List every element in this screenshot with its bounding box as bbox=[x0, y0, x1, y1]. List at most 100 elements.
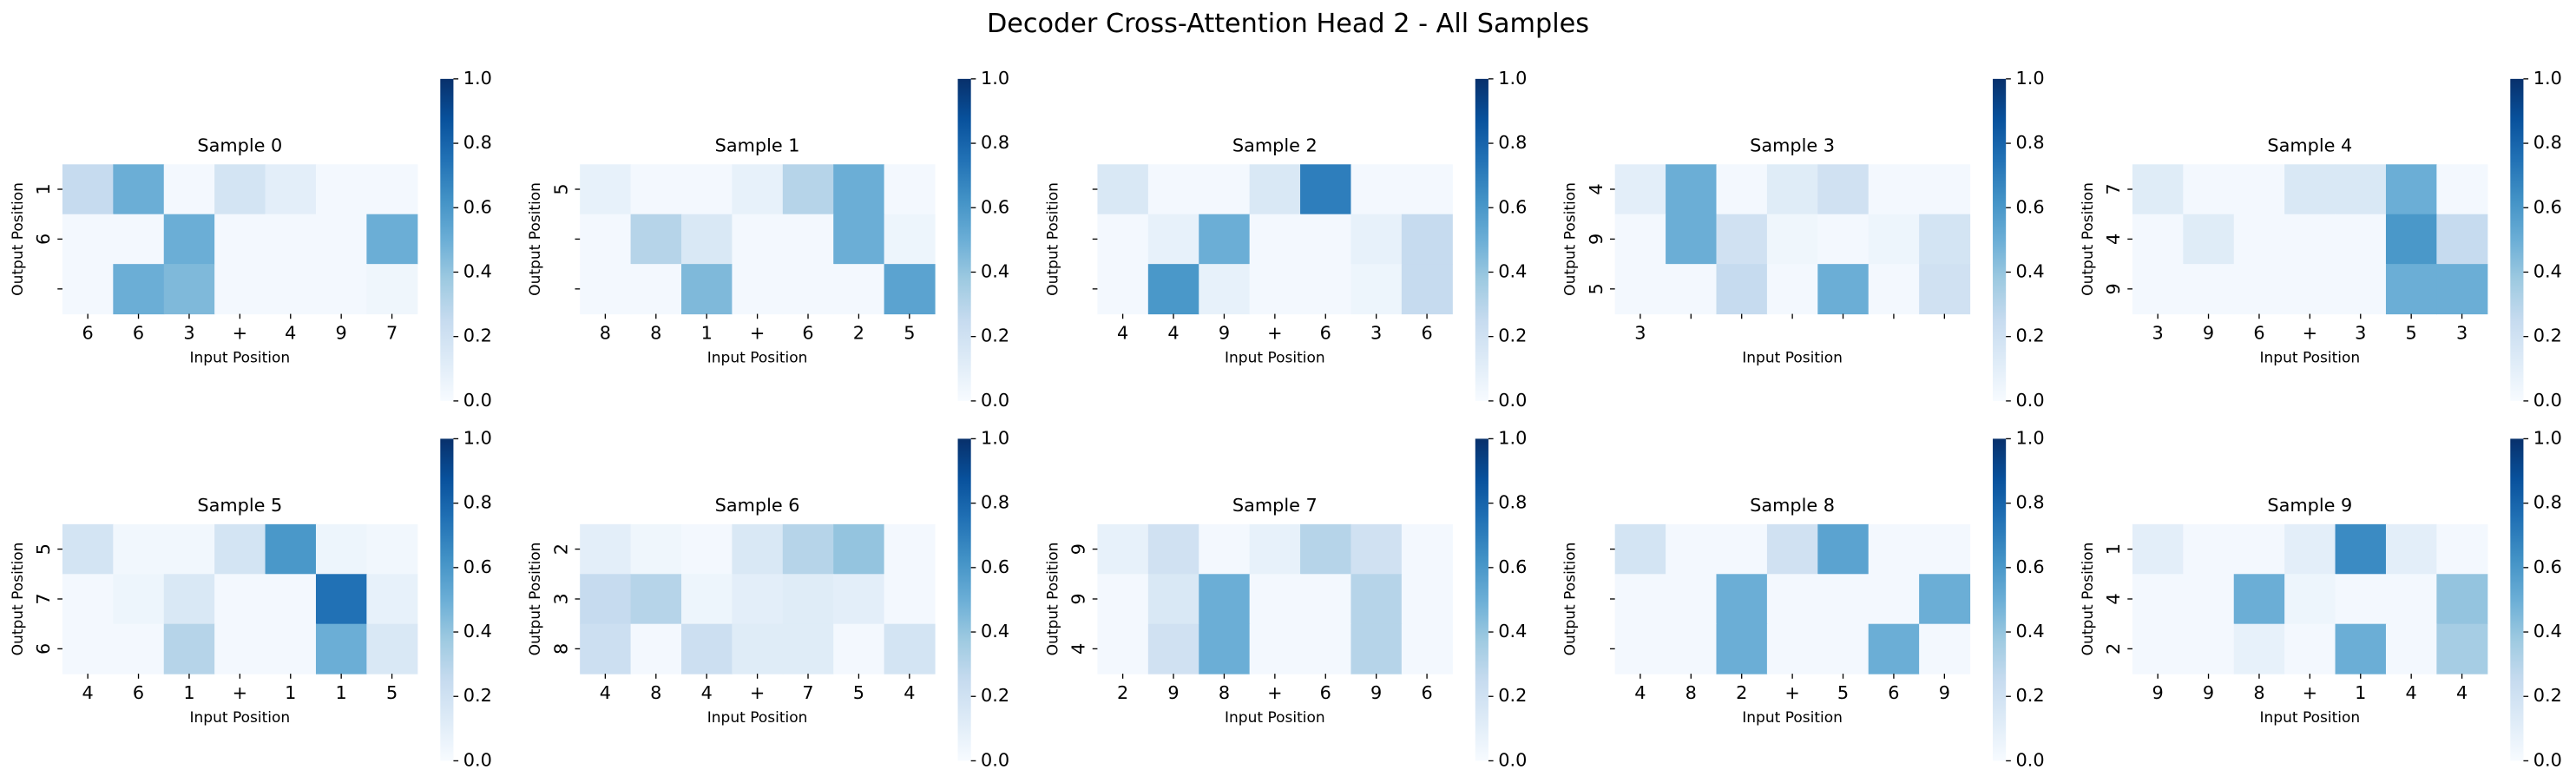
heatmap-cell bbox=[1401, 264, 1453, 315]
heatmap-cell bbox=[782, 523, 834, 575]
heatmap-cell bbox=[1401, 523, 1453, 575]
heatmap-cell bbox=[680, 623, 733, 674]
subplot-title: Sample 2 bbox=[1232, 135, 1318, 155]
heatmap-cell bbox=[265, 214, 317, 265]
heatmap-cell bbox=[580, 164, 632, 215]
x-axis-label: Input Position bbox=[2259, 709, 2360, 727]
heatmap-cell bbox=[884, 623, 936, 674]
y-tick-label: 5 bbox=[1586, 283, 1607, 294]
colorbar-tick-label: 0.6 bbox=[2016, 556, 2045, 577]
colorbar-tick-label: 0.2 bbox=[981, 685, 1009, 706]
colorbar-tick-label: 0.2 bbox=[1498, 326, 1527, 346]
heatmap-cell bbox=[2335, 164, 2387, 215]
colorbar-tick-label: 0.2 bbox=[2533, 685, 2562, 706]
heatmap-cell bbox=[2436, 264, 2488, 315]
heatmap-cell bbox=[214, 574, 266, 625]
x-tick-label: + bbox=[233, 322, 247, 343]
x-tick-label: 1 bbox=[2355, 682, 2366, 703]
x-tick-label: 2 bbox=[1736, 682, 1747, 703]
heatmap-cell bbox=[2436, 574, 2488, 625]
x-tick-label: 3 bbox=[1370, 322, 1382, 343]
heatmap-cell bbox=[2233, 523, 2285, 575]
x-tick-label: 8 bbox=[600, 322, 611, 343]
heatmap-cell bbox=[1097, 623, 1149, 674]
heatmap-cell bbox=[1147, 574, 1199, 625]
heatmap-cell bbox=[1766, 214, 1818, 265]
x-tick-label: 3 bbox=[2456, 322, 2468, 343]
subplot-title: Sample 0 bbox=[197, 135, 282, 155]
heatmap-cell bbox=[366, 164, 418, 215]
heatmap-cell bbox=[1097, 214, 1149, 265]
y-tick-label: 9 bbox=[2103, 283, 2124, 294]
heatmap-cell bbox=[2385, 523, 2437, 575]
x-tick-label: 2 bbox=[1117, 682, 1128, 703]
colorbar-tick-label: 0.6 bbox=[981, 196, 1009, 217]
heatmap-cell bbox=[2132, 574, 2184, 625]
heatmap-cell bbox=[1817, 574, 1870, 625]
heatmap-cell bbox=[163, 164, 215, 215]
colorbar-tick-label: 0.2 bbox=[981, 326, 1009, 346]
heatmap-cell bbox=[2132, 164, 2184, 215]
x-tick-label: 4 bbox=[2456, 682, 2468, 703]
x-tick-label: 1 bbox=[336, 682, 347, 703]
y-tick-label: 9 bbox=[1068, 543, 1089, 555]
y-tick-label: 8 bbox=[550, 643, 571, 655]
y-tick-label: 4 bbox=[2103, 234, 2124, 245]
heatmap-cell bbox=[1614, 214, 1666, 265]
heatmap-cell bbox=[1401, 574, 1453, 625]
heatmap-cell bbox=[1817, 264, 1870, 315]
y-tick-label: 6 bbox=[33, 643, 54, 655]
heatmap-cell bbox=[1716, 623, 1768, 674]
heatmap-cell bbox=[2183, 164, 2235, 215]
heatmap-cell bbox=[366, 523, 418, 575]
y-tick-label: 7 bbox=[2103, 183, 2124, 194]
heatmap-cell bbox=[62, 264, 114, 315]
heatmap-cell bbox=[1401, 214, 1453, 265]
heatmap-cell bbox=[580, 574, 632, 625]
colorbar-tick-label: 0.4 bbox=[1498, 621, 1527, 642]
colorbar-tick-label: 1.0 bbox=[1498, 68, 1527, 89]
heatmap-cell bbox=[1199, 214, 1251, 265]
heatmap-cell bbox=[884, 214, 936, 265]
x-tick-label: + bbox=[2303, 322, 2317, 343]
y-tick-label: 4 bbox=[1586, 183, 1607, 194]
colorbar bbox=[957, 78, 971, 401]
x-tick-label: 3 bbox=[1634, 322, 1646, 343]
colorbar-tick-label: 1.0 bbox=[1498, 427, 1527, 448]
heatmap-cell bbox=[366, 214, 418, 265]
x-tick-label: + bbox=[750, 682, 765, 703]
heatmap-cell bbox=[680, 264, 733, 315]
heatmap-cell bbox=[1919, 264, 1971, 315]
x-tick-label: 6 bbox=[1888, 682, 1899, 703]
heatmap-cell bbox=[732, 574, 784, 625]
heatmap-cell bbox=[1919, 623, 1971, 674]
subplot-title: Sample 3 bbox=[1750, 135, 1835, 155]
heatmap-cell bbox=[2385, 623, 2437, 674]
colorbar-tick-label: 0.8 bbox=[2533, 492, 2562, 513]
subplot-title: Sample 4 bbox=[2267, 135, 2352, 155]
heatmap-cell bbox=[2436, 164, 2488, 215]
heatmap-cell bbox=[62, 214, 114, 265]
y-axis-label: Output Position bbox=[1562, 182, 1580, 296]
heatmap-cell bbox=[1817, 523, 1870, 575]
heatmap-cell bbox=[833, 264, 885, 315]
y-tick-label: 4 bbox=[1068, 643, 1089, 655]
heatmap-cell bbox=[2284, 523, 2336, 575]
x-tick-label: 6 bbox=[1320, 322, 1331, 343]
heatmap-cell bbox=[62, 574, 114, 625]
colorbar-tick-label: 0.8 bbox=[2016, 492, 2045, 513]
heatmap-cell bbox=[1666, 164, 1718, 215]
heatmap-cell bbox=[1249, 264, 1301, 315]
x-tick-label: 4 bbox=[1634, 682, 1646, 703]
x-tick-label: 8 bbox=[650, 322, 661, 343]
heatmap-cell bbox=[1350, 164, 1403, 215]
heatmap-cell bbox=[680, 574, 733, 625]
heatmap-cell bbox=[732, 164, 784, 215]
heatmap-cell bbox=[884, 264, 936, 315]
colorbar bbox=[2510, 438, 2524, 761]
heatmap-cell bbox=[113, 523, 165, 575]
heatmap-cell bbox=[1614, 164, 1666, 215]
heatmap-cell bbox=[1817, 214, 1870, 265]
x-tick-label: + bbox=[750, 322, 765, 343]
